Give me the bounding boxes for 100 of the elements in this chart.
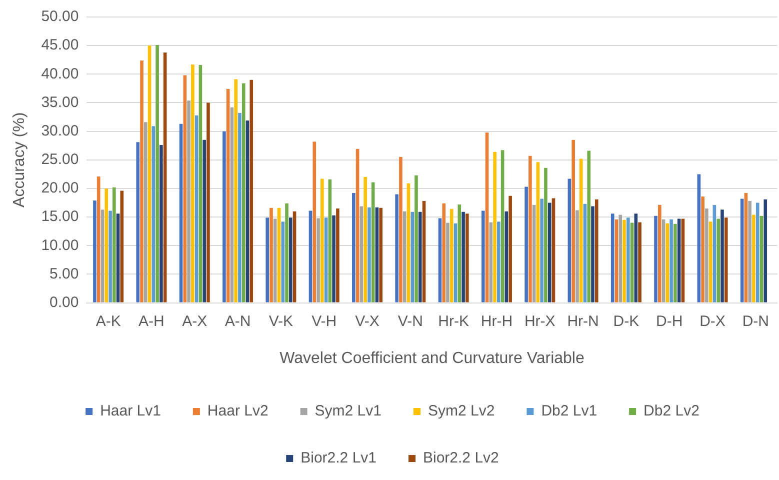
bar [140,60,144,302]
bar [183,75,187,302]
bar [234,79,238,302]
bar [222,131,226,302]
legend-label: Db2 Lv1 [541,402,598,420]
y-tick-label: 40.00 [41,65,79,82]
bar [438,218,442,302]
bar [524,186,528,302]
x-tick-label: A-X [182,312,208,330]
legend-label: Db2 Lv2 [644,402,700,420]
x-tick-label: Hr-K [438,312,469,330]
bar [136,142,140,302]
bar [148,46,152,302]
bar [406,183,410,302]
bar [626,218,630,302]
y-tick-label: 0.00 [50,294,79,311]
bar [630,222,634,302]
bar [399,157,402,302]
bar [226,89,230,302]
y-tick-label: 25.00 [41,151,79,168]
bar [716,218,720,302]
bar [371,182,375,302]
bar [160,145,163,302]
bar [402,211,406,302]
bar [489,222,493,302]
y-tick-label: 15.00 [41,208,79,226]
y-tick-label: 5.00 [50,265,79,282]
bar [618,214,622,302]
x-tick-label: A-K [96,312,121,330]
bar [756,202,760,302]
bar [697,174,701,302]
legend-label: Sym2 Lv2 [428,402,495,420]
bar [202,140,206,302]
bar [418,212,422,302]
bar [246,120,250,302]
bar [292,211,296,302]
bar [528,156,532,302]
x-tick-label: A-N [224,312,251,330]
bar [316,218,320,302]
bar [720,210,724,302]
bar [454,223,458,302]
bar [450,209,454,302]
bar [206,102,210,302]
bar [674,224,677,302]
bar [548,202,552,302]
bar [368,207,371,302]
bar [532,205,536,302]
bar [705,208,708,302]
bar [536,162,540,302]
bar [108,210,112,302]
bar [634,214,638,302]
bar [163,52,167,302]
bar [120,190,124,302]
bar [540,198,544,302]
y-axis-title: Accuracy (%) [11,112,28,208]
bar [458,204,462,302]
bar [116,214,120,302]
bar [497,222,500,302]
legend-label: Bior2.2 Lv2 [423,450,499,467]
bar [724,218,728,302]
bar [250,80,254,302]
bar [500,150,504,302]
bar [273,218,277,302]
bar [191,64,194,302]
x-tick-label: V-N [398,312,423,330]
bar [446,222,450,302]
bar [591,206,594,302]
bar [375,207,379,302]
y-tick-label: 20.00 [41,180,79,197]
bar [336,208,340,302]
legend-label: Haar Lv2 [207,402,268,420]
bar [712,205,716,302]
bar [658,205,662,302]
bar [442,203,446,302]
x-axis-title: Wavelet Coefficient and Curvature Variable [280,350,584,367]
bar [760,216,764,302]
bar [504,211,508,302]
bar [152,126,156,302]
bar [654,216,658,302]
bar [324,218,328,302]
bar [579,158,583,302]
bar [360,206,364,302]
bar [230,107,234,302]
bar [568,178,572,302]
legend-label: Bior2.2 Lv1 [300,450,377,467]
bar [622,220,626,302]
legend-label: Haar Lv1 [100,402,161,420]
x-tick-label: A-H [138,312,164,330]
bar [308,210,312,302]
bar [144,122,148,302]
bar [610,214,614,302]
bar [289,218,292,302]
x-tick-label: D-X [700,312,726,330]
bar [277,208,281,302]
bar [493,152,496,302]
bar [552,198,556,302]
bar [748,201,752,302]
bar [764,199,768,302]
bar [752,214,756,302]
bar [572,140,575,302]
